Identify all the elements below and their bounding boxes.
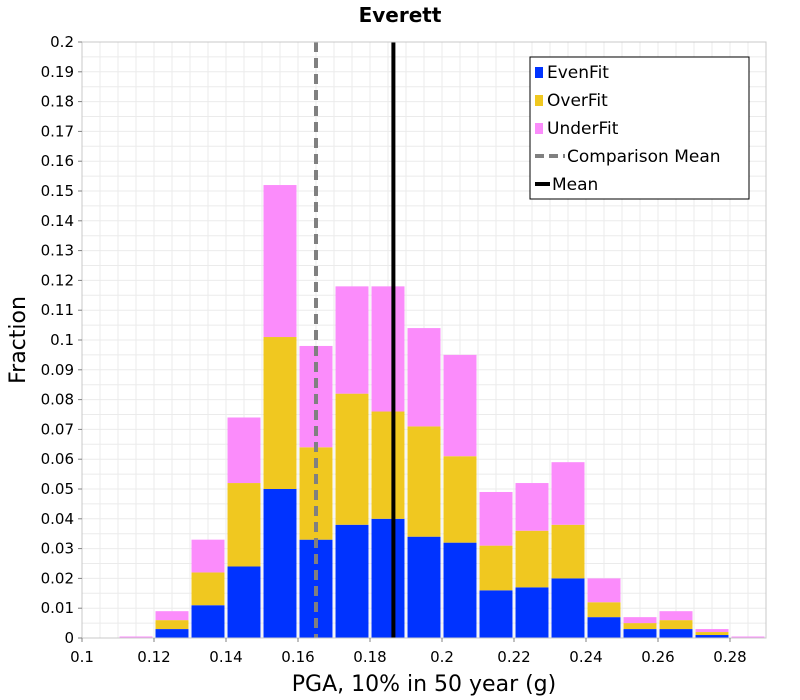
legend-box — [529, 56, 750, 200]
bar-evenfit — [551, 578, 585, 638]
bar-evenfit — [191, 605, 225, 638]
x-tick-label: 0.24 — [569, 648, 602, 666]
y-tick-label: 0.16 — [41, 152, 74, 170]
x-tick-label: 0.22 — [497, 648, 530, 666]
x-axis-label: PGA, 10% in 50 year (g) — [292, 672, 556, 697]
legend-swatch-evenfit — [535, 67, 543, 78]
bar-underfit — [119, 636, 153, 638]
bar-overfit — [587, 602, 621, 618]
x-axis-ticks: 0.1 0.12 0.14 0.16 0.18 0.2 0.22 0.24 0.26 0.28 — [70, 638, 747, 666]
y-tick-label: 0.06 — [41, 450, 74, 468]
bar-underfit — [587, 578, 621, 603]
bar-evenfit — [263, 489, 297, 638]
y-tick-label: 0.04 — [41, 510, 74, 528]
bar-underfit — [191, 539, 225, 573]
bar-overfit — [479, 545, 513, 591]
y-tick-label: 0.19 — [41, 63, 74, 81]
reference-lines — [314, 42, 396, 638]
y-axis-ticks: 0 0.01 0.02 0.03 0.04 0.05 0.06 0.07 0.08 0.09 0.1… — [41, 33, 82, 647]
bar-underfit — [407, 328, 441, 427]
bar-evenfit — [371, 518, 405, 638]
y-tick-label: 0.2 — [50, 33, 74, 51]
x-tick-label: 0.12 — [137, 648, 170, 666]
bar-underfit — [695, 629, 729, 633]
bar-overfit — [623, 623, 657, 630]
y-tick-label: 0.02 — [41, 569, 74, 587]
y-tick-label: 0.07 — [41, 420, 74, 438]
y-tick-label: 0.15 — [41, 182, 74, 200]
bar-evenfit — [443, 542, 477, 638]
bar-evenfit — [479, 590, 513, 638]
y-tick-label: 0.11 — [41, 301, 74, 319]
y-tick-label: 0.09 — [41, 361, 74, 379]
bar-overfit — [227, 483, 261, 567]
y-tick-label: 0.18 — [41, 93, 74, 111]
bar-underfit — [515, 483, 549, 531]
bar-evenfit — [623, 629, 657, 638]
bar-underfit — [443, 354, 477, 457]
bar-evenfit — [695, 635, 729, 638]
bar-evenfit — [227, 566, 261, 638]
bar-overfit — [659, 620, 693, 630]
y-tick-label: 0.1 — [50, 331, 74, 349]
bar-underfit — [731, 636, 765, 638]
x-tick-label: 0.16 — [281, 648, 314, 666]
bar-underfit — [659, 611, 693, 621]
bar-evenfit — [155, 629, 189, 638]
x-tick-label: 0.26 — [641, 648, 674, 666]
x-tick-label: 0.1 — [70, 648, 94, 666]
legend-swatch-overfit — [535, 95, 543, 106]
bar-overfit — [515, 530, 549, 588]
bar-evenfit — [335, 524, 369, 638]
legend-label: OverFit — [547, 91, 608, 111]
y-tick-label: 0.08 — [41, 391, 74, 409]
bar-evenfit — [407, 536, 441, 638]
bar-overfit — [443, 456, 477, 543]
y-tick-label: 0.13 — [41, 242, 74, 260]
x-tick-label: 0.14 — [209, 648, 242, 666]
bar-evenfit — [587, 617, 621, 638]
bar-overfit — [155, 620, 189, 630]
y-tick-label: 0.12 — [41, 271, 74, 289]
bar-underfit — [551, 462, 585, 525]
bar-overfit — [263, 337, 297, 489]
bar-evenfit — [659, 629, 693, 638]
y-tick-label: 0.01 — [41, 599, 74, 617]
bar-overfit — [407, 426, 441, 537]
legend-label: Comparison Mean — [567, 147, 721, 167]
bar-underfit — [335, 286, 369, 394]
y-tick-label: 0.17 — [41, 122, 74, 140]
y-tick-label: 0 — [64, 629, 74, 647]
legend-label: UnderFit — [547, 119, 619, 139]
bar-underfit — [263, 185, 297, 338]
bar-overfit — [371, 411, 405, 519]
x-tick-label: 0.28 — [713, 648, 746, 666]
y-tick-label: 0.05 — [41, 480, 74, 498]
y-tick-label: 0.14 — [41, 212, 74, 230]
y-tick-label: 0.03 — [41, 540, 74, 558]
y-axis-label: Fraction — [6, 296, 31, 384]
bar-underfit — [371, 286, 405, 412]
legend-label: EvenFit — [547, 63, 609, 83]
x-tick-label: 0.18 — [353, 648, 386, 666]
bar-underfit — [155, 611, 189, 621]
bar-evenfit — [515, 587, 549, 638]
legend-swatch-underfit — [535, 123, 543, 134]
bar-overfit — [191, 572, 225, 606]
legend-label: Mean — [552, 175, 598, 195]
bar-overfit — [335, 393, 369, 525]
bar-overfit — [695, 632, 729, 636]
bar-underfit — [623, 617, 657, 624]
bar-overfit — [551, 524, 585, 579]
x-tick-label: 0.2 — [430, 648, 454, 666]
bar-underfit — [479, 491, 513, 546]
bar-underfit — [227, 417, 261, 484]
legend: EvenFit OverFit UnderFit Comparison Mean Mea… — [529, 56, 750, 200]
chart-title: Everett — [359, 3, 442, 27]
